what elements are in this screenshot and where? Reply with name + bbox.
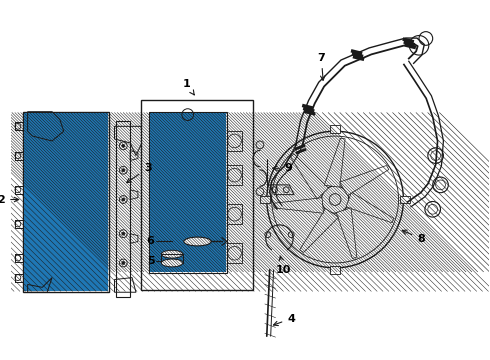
Ellipse shape [161, 250, 183, 258]
Text: 8: 8 [402, 230, 425, 244]
Polygon shape [336, 208, 357, 258]
Bar [24, 113, 108, 291]
Circle shape [122, 232, 125, 235]
Text: 9: 9 [273, 163, 292, 173]
Text: 6: 6 [147, 237, 154, 247]
Text: 3: 3 [126, 163, 151, 183]
Bar [141, 100, 253, 290]
Polygon shape [300, 208, 339, 252]
Circle shape [329, 194, 341, 205]
Text: 5: 5 [147, 256, 154, 266]
Ellipse shape [161, 259, 183, 267]
Polygon shape [291, 154, 328, 199]
Circle shape [122, 144, 125, 147]
Bar [260, 195, 270, 203]
Text: 7: 7 [318, 53, 325, 80]
Circle shape [122, 198, 125, 201]
Polygon shape [324, 138, 345, 187]
Bar [148, 112, 227, 273]
Bar [400, 195, 410, 203]
Text: 1: 1 [183, 79, 194, 95]
Text: 2: 2 [0, 194, 19, 204]
Bar [330, 266, 340, 274]
Circle shape [122, 169, 125, 172]
Polygon shape [274, 198, 323, 213]
Text: 4: 4 [273, 314, 295, 325]
Polygon shape [340, 166, 389, 195]
Bar [149, 113, 226, 272]
Polygon shape [346, 192, 393, 223]
Circle shape [122, 261, 125, 265]
Ellipse shape [184, 237, 211, 246]
Bar [330, 125, 340, 133]
Text: 10: 10 [276, 256, 291, 275]
